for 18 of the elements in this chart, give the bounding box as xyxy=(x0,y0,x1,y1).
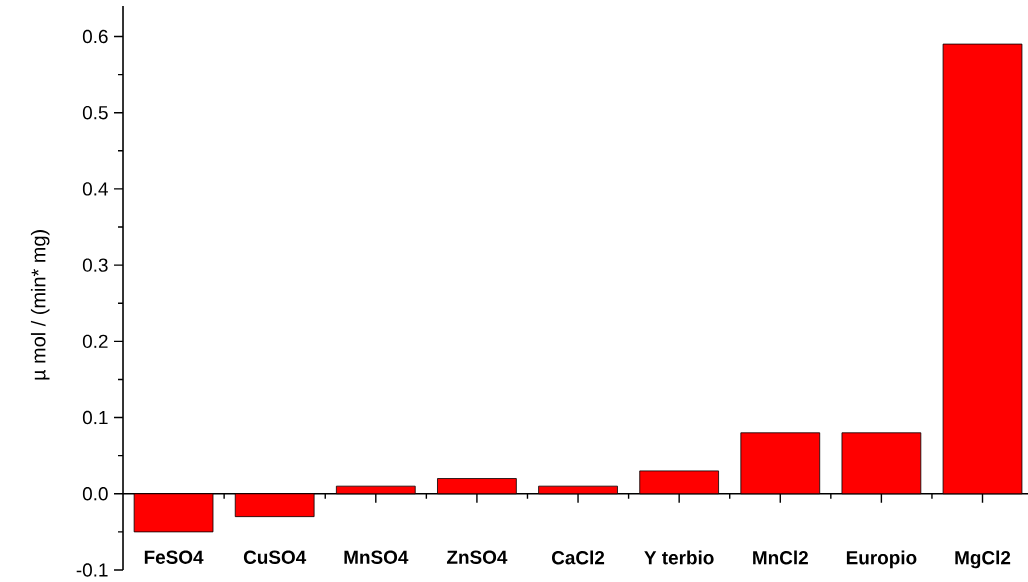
y-tick-label: 0.3 xyxy=(82,258,108,272)
x-tick-label: MnCl2 xyxy=(753,550,808,565)
y-tick-label: 0.1 xyxy=(82,410,108,425)
x-tick-label: ZnSO4 xyxy=(446,550,508,564)
x-tick-label: CuSO4 xyxy=(243,550,307,564)
x-tick-label: MnSO4 xyxy=(344,550,409,564)
y-axis-title: µ mol / (min* mg) xyxy=(30,230,50,380)
x-tick-label: CaCl2 xyxy=(551,550,605,565)
x-tick-label: Y terbio xyxy=(644,550,714,565)
y-tick-label: 0.4 xyxy=(82,182,108,196)
x-tick-label: MgCl2 xyxy=(955,550,1011,569)
y-tick-label: 0.2 xyxy=(82,334,108,349)
y-tick-label: 0.6 xyxy=(82,29,108,44)
x-tick-label: Europio xyxy=(846,550,917,569)
y-tick-label: 0.5 xyxy=(82,105,108,120)
y-tick-label: 0.0 xyxy=(82,487,108,501)
y-tick-label: -0.1 xyxy=(76,563,108,577)
x-tick-label: FeSO4 xyxy=(144,550,204,564)
